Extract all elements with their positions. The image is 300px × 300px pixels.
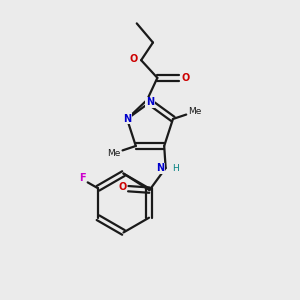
Text: Me: Me xyxy=(107,149,120,158)
Text: Me: Me xyxy=(188,107,202,116)
Text: F: F xyxy=(79,173,86,183)
Text: O: O xyxy=(130,54,138,64)
Text: N: N xyxy=(146,97,154,107)
Text: O: O xyxy=(182,73,190,83)
Text: H: H xyxy=(172,164,178,172)
Text: N: N xyxy=(156,163,164,173)
Text: N: N xyxy=(123,114,131,124)
Text: O: O xyxy=(118,182,127,192)
